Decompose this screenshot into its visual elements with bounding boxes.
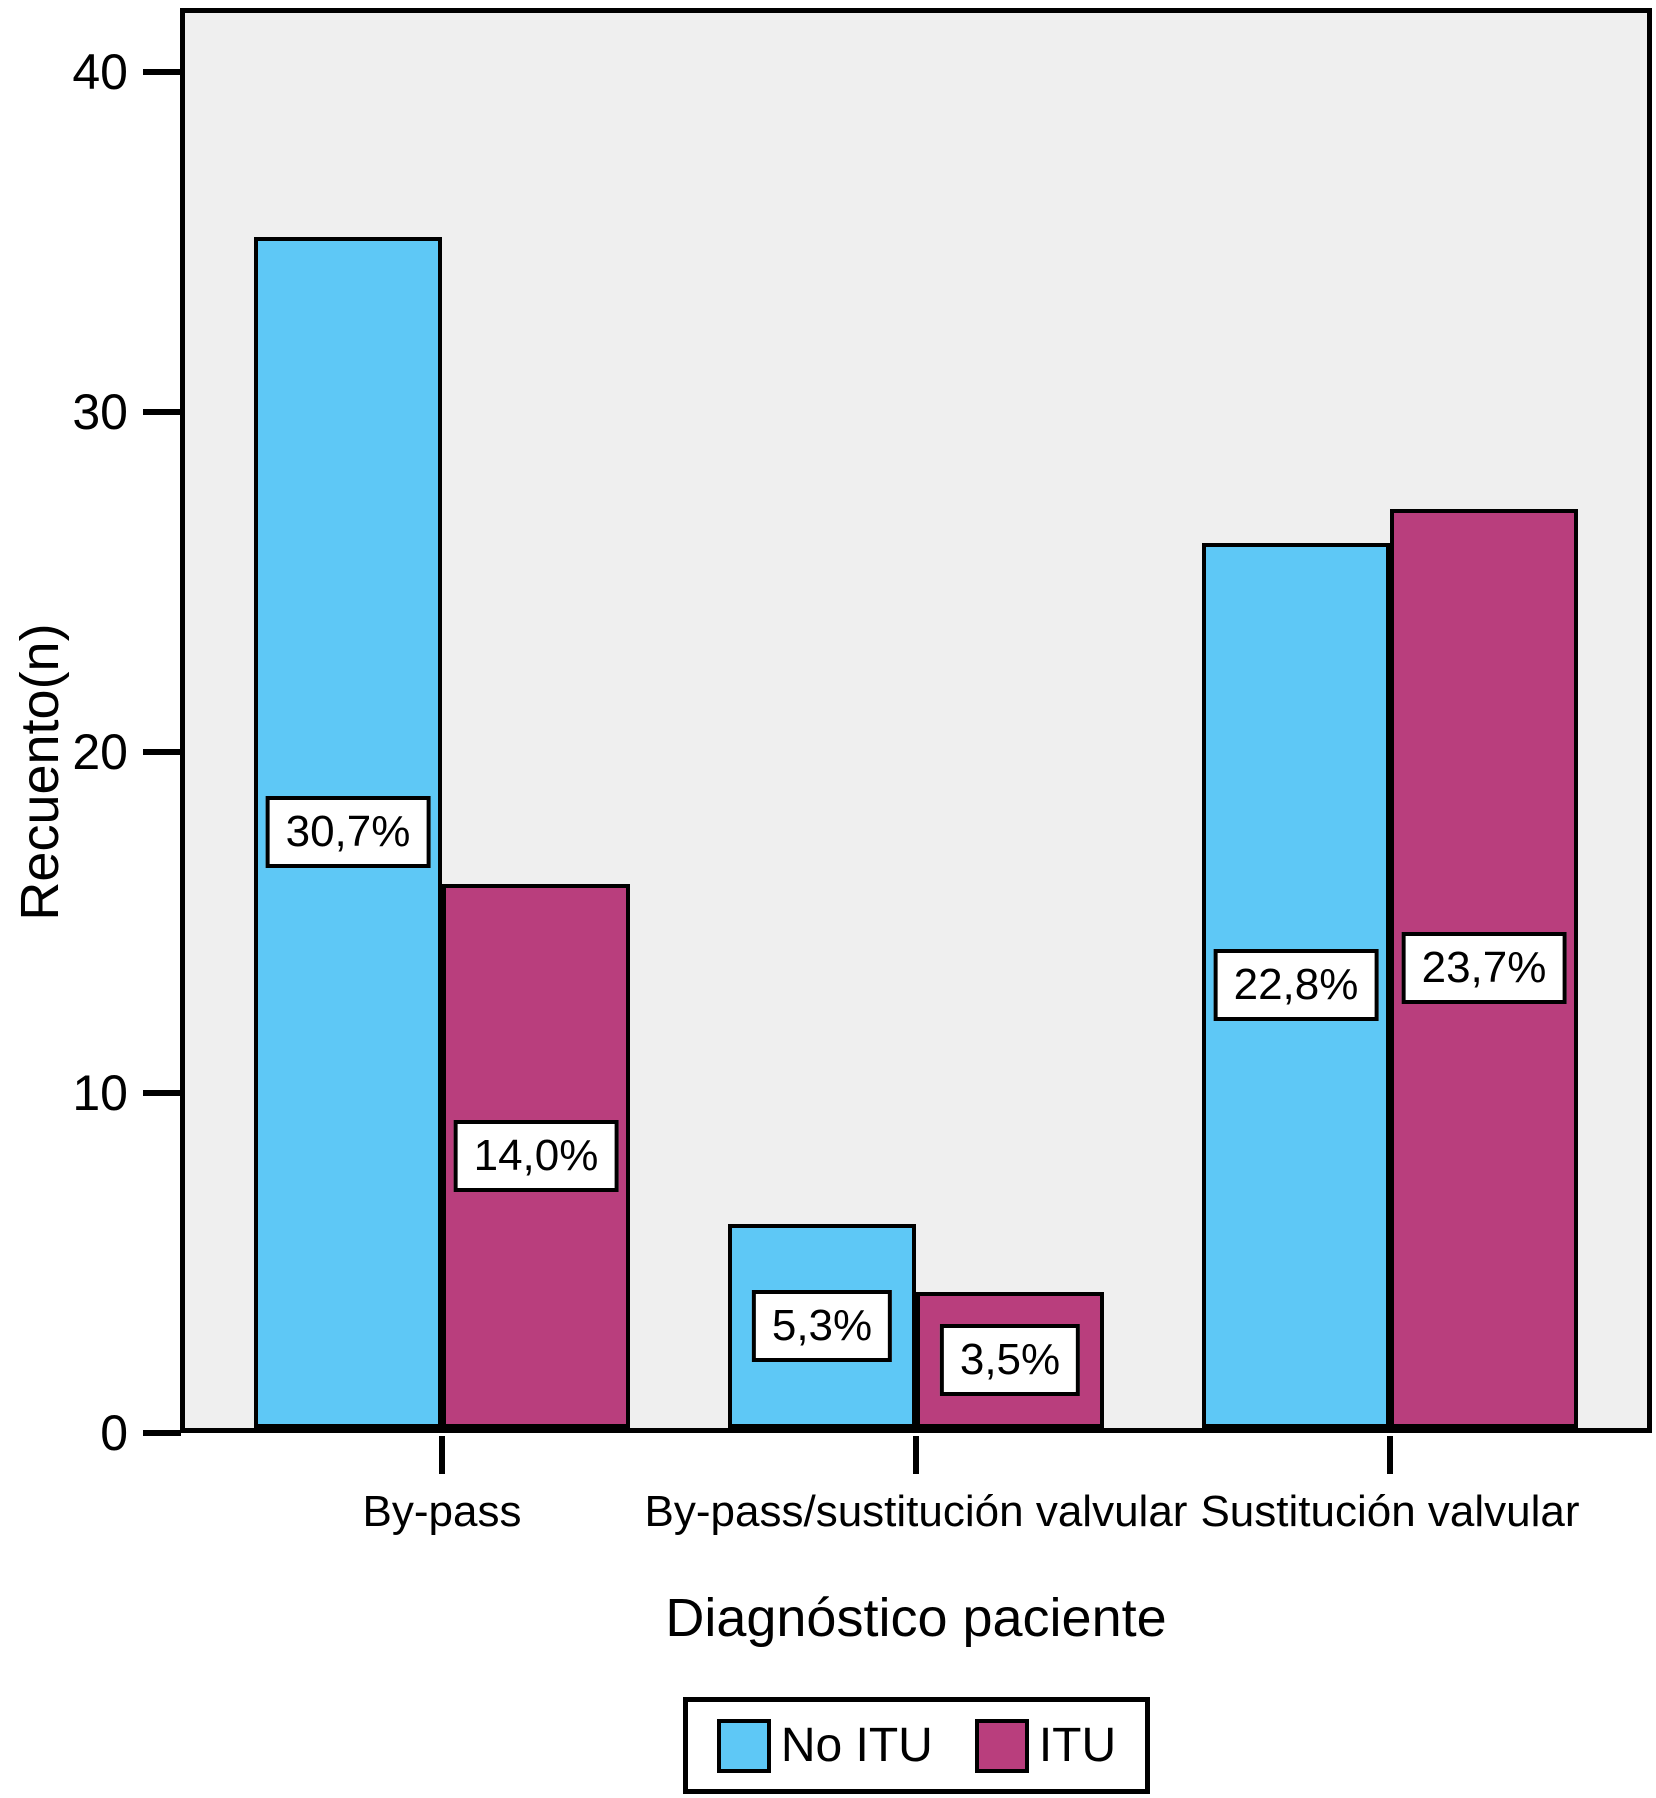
y-tick-mark [143,409,181,415]
x-tick-mark [439,1436,445,1474]
legend-color-swatch [974,1718,1029,1773]
y-tick-label: 30 [72,384,128,440]
y-tick-label: 20 [72,724,128,780]
y-tick-label: 10 [72,1065,128,1121]
y-tick-mark [143,1430,181,1436]
x-tick-mark [1387,1436,1393,1474]
category-label: Sustitución valvular [1200,1487,1580,1536]
y-tick-mark [143,749,181,755]
category-label: By-pass [362,1487,522,1536]
plot-area: 30,7% 14,0% 5,3% 3,5% 22,8% 23,7% [180,8,1652,1433]
x-tick-mark [913,1436,919,1474]
category-label: By-pass/sustitución valvular [644,1487,1188,1536]
y-tick-label: 40 [72,44,128,100]
legend-label: ITU [1038,1718,1117,1772]
bar-percent-label: 14,0% [453,1120,619,1192]
bar-percent-label: 23,7% [1401,932,1567,1004]
y-tick-label: 0 [100,1405,128,1461]
y-tick-mark [143,69,181,75]
x-axis-title: Diagnóstico paciente [665,1588,1167,1648]
legend-color-swatch [716,1718,771,1773]
bar-percent-label: 5,3% [751,1290,893,1362]
bar-percent-label: 30,7% [265,796,431,868]
legend: No ITU ITU [683,1697,1150,1794]
legend-label: No ITU [780,1718,933,1772]
bar-percent-label: 22,8% [1213,949,1379,1021]
y-tick-mark [143,1090,181,1096]
legend-item-itu: ITU [974,1718,1117,1773]
legend-item-no-itu: No ITU [716,1718,933,1773]
bar-percent-label: 3,5% [939,1324,1081,1396]
